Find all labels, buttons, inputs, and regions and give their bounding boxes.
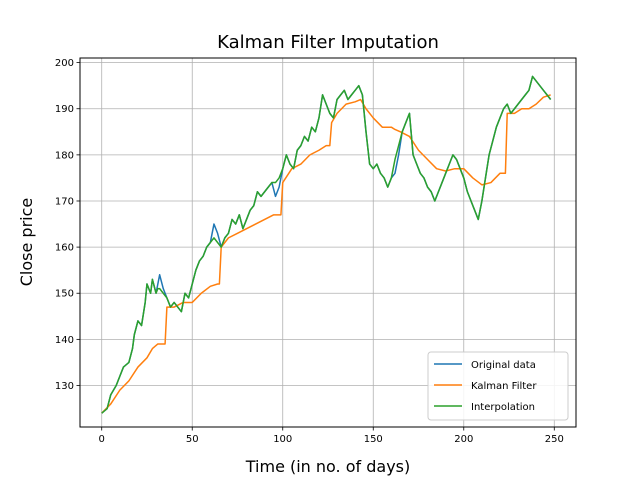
y-tick-label: 170 <box>55 196 74 207</box>
series-layer <box>101 75 552 414</box>
y-axis: 130 140 150 160 170 180 190 200 <box>55 58 80 392</box>
legend: Original data Kalman Filter Interpolation <box>427 351 569 421</box>
y-tick-label: 180 <box>55 150 74 161</box>
x-tick-label: 200 <box>454 434 473 445</box>
legend-label-kalman-filter: Kalman Filter <box>471 381 537 392</box>
y-tick-label: 200 <box>55 58 74 69</box>
x-tick-label: 0 <box>99 434 105 445</box>
x-tick-label: 250 <box>545 434 564 445</box>
y-tick-label: 140 <box>55 335 74 346</box>
x-axis: 0 50 100 150 200 250 <box>99 427 564 445</box>
y-tick-label: 130 <box>55 381 74 392</box>
legend-label-original-data: Original data <box>471 360 536 371</box>
x-axis-label: Time (in no. of days) <box>245 457 411 476</box>
x-tick-label: 50 <box>186 434 199 445</box>
legend-label-interpolation: Interpolation <box>471 402 535 413</box>
y-tick-label: 160 <box>55 243 74 254</box>
y-tick-label: 190 <box>55 104 74 115</box>
x-tick-label: 100 <box>273 434 292 445</box>
y-tick-label: 150 <box>55 289 74 300</box>
legend-box <box>427 351 569 421</box>
plot-frame <box>79 57 577 428</box>
chart-title: Kalman Filter Imputation <box>217 32 439 53</box>
x-tick-label: 150 <box>364 434 383 445</box>
series-line-interpolation <box>101 75 552 414</box>
y-axis-label: Close price <box>17 198 36 287</box>
